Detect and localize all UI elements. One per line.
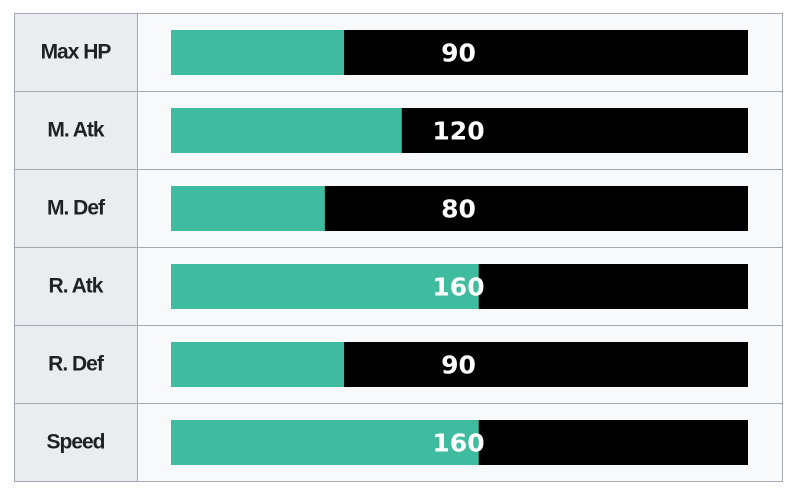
bar — [171, 342, 345, 387]
stat-label: Speed — [46, 431, 104, 454]
bar — [171, 420, 479, 465]
stat-label: Max HP — [41, 41, 112, 64]
label-cell — [14, 325, 138, 404]
stat-label: R. Atk — [49, 275, 104, 298]
label-cell — [14, 13, 138, 92]
bar — [171, 30, 345, 75]
stat-label: M. Atk — [47, 119, 105, 142]
value-label: 90 — [441, 39, 476, 68]
label-cell — [14, 247, 138, 326]
label-cell — [14, 403, 138, 482]
stat-label: M. Def — [47, 197, 106, 220]
value-label: 160 — [432, 273, 484, 302]
value-label: 90 — [441, 351, 476, 380]
value-label: 80 — [441, 195, 476, 224]
value-label: 120 — [432, 117, 484, 146]
bar — [171, 108, 402, 153]
bar — [171, 186, 325, 231]
stat-label: R. Def — [48, 353, 105, 376]
bar — [171, 264, 479, 309]
value-label: 160 — [432, 429, 484, 458]
label-cell — [14, 169, 138, 248]
label-cell — [14, 91, 138, 170]
